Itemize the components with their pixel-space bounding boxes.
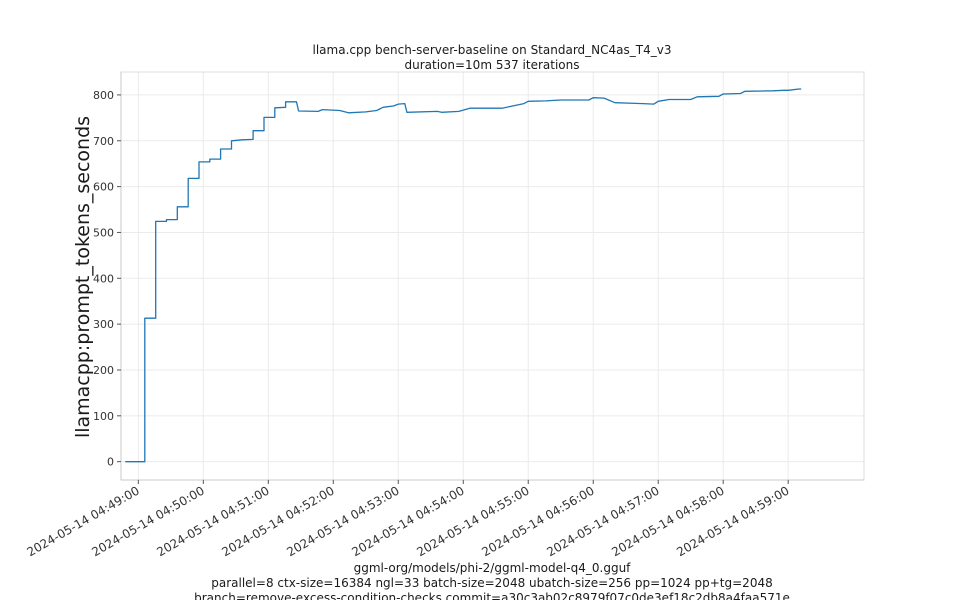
x-tick-label: 2024-05-14 04:58:00 xyxy=(609,483,726,559)
plot-frame xyxy=(120,71,865,481)
x-tick-label: 2024-05-14 04:59:00 xyxy=(674,483,791,559)
series-group xyxy=(125,88,802,463)
y-tick-label: 300 xyxy=(93,318,114,331)
grid xyxy=(121,72,864,480)
x-tick-label: 2024-05-14 04:53:00 xyxy=(284,483,401,559)
y-tick-label: 700 xyxy=(93,135,114,148)
x-axis-label-model: ggml-org/models/phi-2/ggml-model-q4_0.gg… xyxy=(354,561,632,575)
y-tick-label: 600 xyxy=(93,181,114,194)
x-tick-label: 2024-05-14 04:55:00 xyxy=(414,483,531,559)
y-axis-label: llamacpp:prompt_tokens_seconds xyxy=(72,116,94,438)
x-axis-label-branch: branch=remove-excess-condition-checks co… xyxy=(194,591,790,600)
chart-title: llama.cpp bench-server-baseline on Stand… xyxy=(313,43,672,57)
y-tick-label: 0 xyxy=(107,456,114,469)
x-tick-label: 2024-05-14 04:56:00 xyxy=(479,483,596,559)
y-tick-label: 400 xyxy=(93,272,114,285)
y-tick-label: 100 xyxy=(93,410,114,423)
x-tick-label: 2024-05-14 04:54:00 xyxy=(349,483,466,559)
y-tick-label: 200 xyxy=(93,364,114,377)
x-tick-label: 2024-05-14 04:57:00 xyxy=(544,483,661,559)
y-axis-ticks: 0 100 200 300 400 500 600 700 800 xyxy=(93,89,121,469)
y-tick-label: 500 xyxy=(93,226,114,239)
y-tick-label: 800 xyxy=(93,89,114,102)
x-axis-label-params: parallel=8 ctx-size=16384 ngl=33 batch-s… xyxy=(211,576,772,590)
x-tick-label: 2024-05-14 04:50:00 xyxy=(89,483,206,559)
chart-subtitle: duration=10m 537 iterations xyxy=(405,58,580,72)
x-tick-label: 2024-05-14 04:49:00 xyxy=(24,483,141,559)
x-tick-label: 2024-05-14 04:51:00 xyxy=(154,483,271,559)
x-tick-label: 2024-05-14 04:52:00 xyxy=(219,483,336,559)
series-line xyxy=(125,88,802,463)
